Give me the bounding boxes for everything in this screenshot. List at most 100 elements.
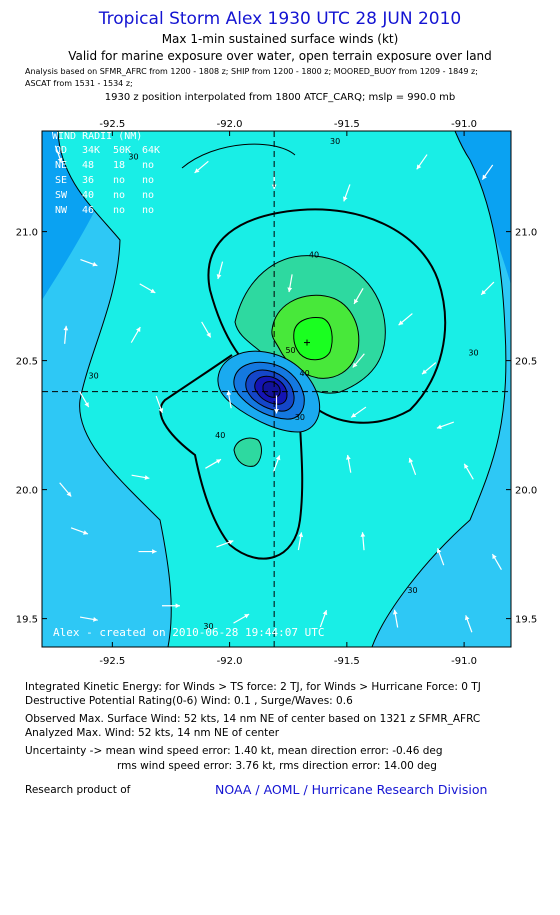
wind-radii-cell: no	[142, 205, 154, 216]
wind-radii-cell: no	[113, 175, 125, 186]
wind-vector	[436, 421, 455, 429]
chart-title: Tropical Storm Alex 1930 UTC 28 JUN 2010	[98, 9, 462, 29]
wind-radii-cell: 46	[82, 205, 94, 216]
wind-vector	[398, 313, 413, 326]
x-tick-label-bottom: -92.5	[99, 656, 125, 667]
x-tick-label-top: -91.5	[334, 119, 360, 130]
y-tick-label-right: 21.0	[515, 228, 537, 239]
wind-vector	[343, 184, 351, 202]
wind-vector	[481, 164, 494, 180]
wind-radii-cell: 36	[82, 175, 94, 186]
wind-radii-cell: QD	[55, 145, 67, 156]
contour-label: 40	[215, 431, 225, 440]
y-tick-label-left: 20.5	[16, 357, 38, 368]
wind-vector	[350, 406, 367, 418]
wind-vector	[70, 527, 89, 535]
analysis-sources-line2: ASCAT from 1531 - 1534 z;	[25, 79, 133, 88]
wind-vector	[63, 325, 69, 344]
wind-vector	[131, 474, 150, 480]
analysis-sources-line1: Analysis based on SFMR_AFRC from 1200 - …	[25, 67, 478, 76]
wind-vector	[201, 321, 212, 338]
wind-vector	[480, 281, 495, 296]
x-tick-label-top: -92.5	[99, 119, 125, 130]
wind-vector	[297, 532, 304, 551]
wind-vector	[216, 261, 224, 280]
wind-radii-cell: no	[142, 190, 154, 201]
max-wind-marker	[303, 339, 310, 346]
analyzed-max-wind: Analyzed Max. Wind: 52 kts, 14 nm NE of …	[25, 727, 280, 739]
wind-radii-cell: 18	[113, 160, 125, 171]
ike-line: Integrated Kinetic Energy: for Winds > T…	[25, 681, 481, 693]
contour-label: 30	[128, 152, 138, 161]
contour-label: 30	[330, 137, 340, 146]
y-axis-ticks: 21.0 21.0 20.5 20.5 20.0 20.0 19.5 19.5	[16, 228, 538, 626]
wind-vector	[194, 160, 209, 174]
y-tick-label-right: 20.5	[515, 357, 537, 368]
wind-vector	[421, 362, 437, 375]
wind-radii-cell: 48	[82, 160, 94, 171]
wind-radii-cell: 64K	[142, 145, 160, 156]
uncertainty-rms: rms wind speed error: 3.76 kt, rms direc…	[117, 760, 437, 772]
wind-vector	[226, 390, 232, 409]
creation-credit: Alex - created on 2010-06-28 19:44:07 UT…	[53, 626, 325, 639]
wind-vector	[216, 539, 234, 548]
wind-vector	[274, 395, 279, 414]
wind-vector	[360, 532, 366, 551]
dpr-line: Destructive Potential Rating(0-6) Wind: …	[25, 695, 353, 707]
contour-label: 30	[468, 348, 478, 357]
wind-radii-cell: SW	[55, 190, 68, 201]
x-tick-label-bottom: -91.0	[451, 656, 477, 667]
contour-40kt-south	[233, 437, 262, 467]
wind-vector	[161, 603, 180, 609]
contour-label: 40	[300, 369, 310, 378]
wind-vector	[272, 455, 281, 473]
noaa-aoml-link[interactable]: NOAA / AOML / Hurricane Research Divisio…	[215, 782, 488, 797]
x-axis-ticks: -92.5 -92.5 -92.0 -92.0 -91.5 -91.5 -91.0 -91.0	[99, 119, 477, 667]
y-tick-label-right: 20.0	[515, 486, 537, 497]
wind-radii-table: WIND RADII (NM) QD 34K 50K 64K NE 48 18 no SE 36 n…	[52, 131, 160, 216]
contour-34kt-south-line	[159, 354, 304, 560]
wind-radii-cell: no	[142, 160, 154, 171]
wind-vector	[353, 288, 364, 305]
wind-vector	[130, 326, 141, 343]
wind-vector	[138, 549, 157, 554]
contour-labels: 30 30 30 30 30 30 30 40 40 40 50	[88, 137, 478, 631]
wind-vector	[464, 615, 473, 633]
wind-vector	[287, 274, 293, 293]
wind-radii-cell: 50K	[113, 145, 131, 156]
y-tick-label-left: 21.0	[16, 228, 38, 239]
wind-radii-cell: no	[113, 190, 125, 201]
x-tick-label-top: -91.0	[451, 119, 477, 130]
wind-radii-cell: 40	[82, 190, 94, 201]
observed-max-wind: Observed Max. Surface Wind: 52 kts, 14 n…	[25, 713, 481, 725]
wind-radii-cell: no	[113, 205, 125, 216]
x-tick-label-bottom: -91.5	[334, 656, 360, 667]
contour-label: 30	[203, 622, 213, 631]
wind-radii-cell: 34K	[82, 145, 100, 156]
wind-vector	[346, 454, 352, 473]
wind-vector	[436, 548, 445, 566]
x-tick-label-bottom: -92.0	[217, 656, 243, 667]
x-tick-label-top: -92.0	[217, 119, 243, 130]
y-tick-label-right: 19.5	[515, 615, 537, 626]
wind-vector	[59, 482, 72, 497]
contour-low-core	[262, 381, 281, 398]
wind-radii-title: WIND RADII (NM)	[52, 131, 142, 142]
uncertainty-mean: Uncertainty -> mean wind speed error: 1.…	[25, 745, 443, 757]
max-wind-core	[293, 317, 333, 361]
chart-subtitle-winds: Max 1-min sustained surface winds (kt)	[161, 32, 399, 46]
plot-frame	[41, 130, 512, 648]
contour-30kt-ring-line	[181, 143, 296, 169]
contour-label: 30	[88, 372, 98, 381]
contour-label: 50	[285, 346, 295, 355]
wind-vector	[155, 395, 164, 414]
wind-radii-cell: NW	[55, 205, 68, 216]
wind-vector	[463, 463, 474, 480]
contour-label: 30	[295, 413, 305, 422]
wind-vector	[139, 283, 156, 294]
contour-label: 40	[309, 250, 319, 259]
research-product-label: Research product of	[25, 784, 131, 796]
wind-radii-cell: no	[142, 175, 154, 186]
wind-vector	[79, 391, 90, 408]
